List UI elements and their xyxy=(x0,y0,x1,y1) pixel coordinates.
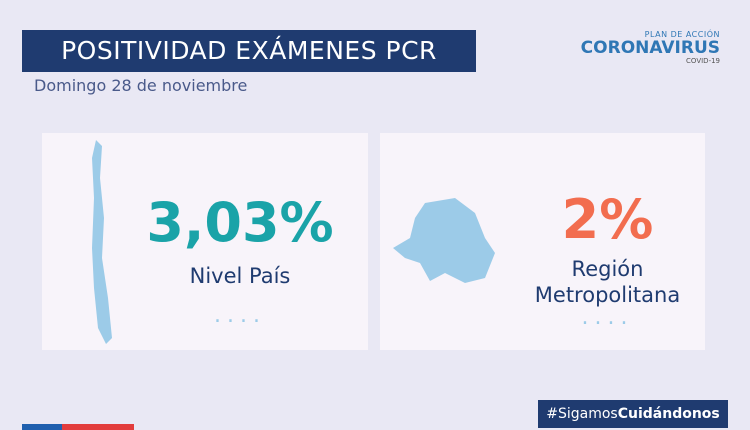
logo-main: CORONAVIRUS xyxy=(580,38,720,58)
flag-red xyxy=(62,424,134,430)
dots: .... xyxy=(214,303,266,328)
label-line: Región xyxy=(571,257,644,281)
value: 2% xyxy=(561,188,654,251)
logo: PLAN DE ACCIÓN CORONAVIRUS COVID-19 xyxy=(570,30,720,65)
logo-bottom: COVID-19 xyxy=(686,57,720,65)
label: Región Metropolitana xyxy=(510,256,705,308)
hashtag-bold: Cuidándonos xyxy=(617,406,720,422)
subtitle: Domingo 28 de noviembre xyxy=(34,76,248,95)
label: Nivel País xyxy=(189,264,291,288)
hashtag-text: #Sigamos xyxy=(546,406,618,422)
label-line: Metropolitana xyxy=(534,283,681,307)
logo-top: PLAN DE ACCIÓN xyxy=(644,30,720,39)
dots: .... xyxy=(581,305,634,330)
hashtag: #SigamosCuidándonos xyxy=(538,400,728,428)
title: POSITIVIDAD EXÁMENES PCR xyxy=(22,30,476,72)
card: 2% Región Metropolitana .... xyxy=(380,133,705,350)
card: 3,03% Nivel País .... xyxy=(42,133,368,350)
flag-blue xyxy=(22,424,62,430)
value: 3,03% xyxy=(146,191,334,254)
chile-map xyxy=(92,140,112,344)
region-map xyxy=(393,198,495,283)
